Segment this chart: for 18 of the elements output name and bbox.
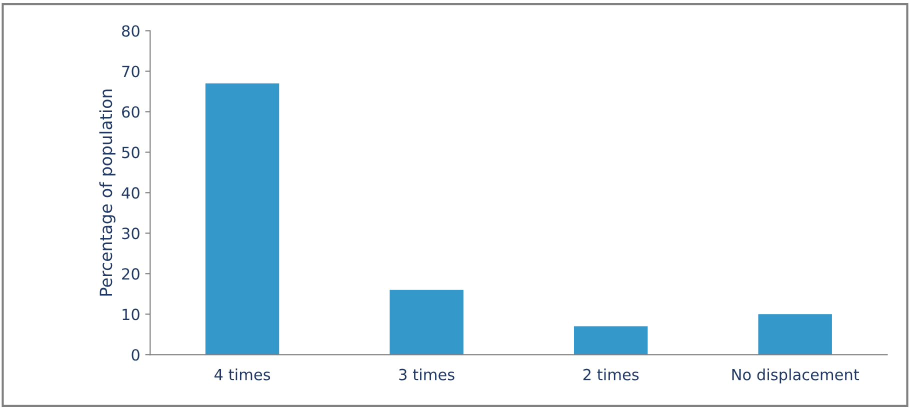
y-tick-label: 40 bbox=[122, 187, 140, 199]
y-tick-label: 80 bbox=[122, 25, 140, 37]
y-tick-label: 10 bbox=[122, 308, 140, 320]
y-tick-label: 20 bbox=[122, 268, 140, 280]
bar bbox=[758, 314, 832, 355]
y-tick-label: 0 bbox=[132, 349, 140, 361]
x-tick-label: No displacement bbox=[732, 368, 860, 384]
x-tick-label: 2 times bbox=[583, 368, 639, 380]
y-tick-label: 30 bbox=[122, 228, 140, 240]
y-tick-label: 50 bbox=[122, 146, 140, 158]
x-tick-label: 4 times bbox=[214, 368, 270, 380]
y-axis-title: Percentage of population bbox=[99, 90, 116, 296]
x-tick-label: 3 times bbox=[399, 368, 454, 380]
bar bbox=[390, 290, 464, 355]
bar bbox=[205, 83, 280, 355]
y-tick-label: 70 bbox=[122, 66, 140, 78]
y-tick-label: 60 bbox=[122, 106, 140, 118]
bar bbox=[574, 326, 648, 355]
